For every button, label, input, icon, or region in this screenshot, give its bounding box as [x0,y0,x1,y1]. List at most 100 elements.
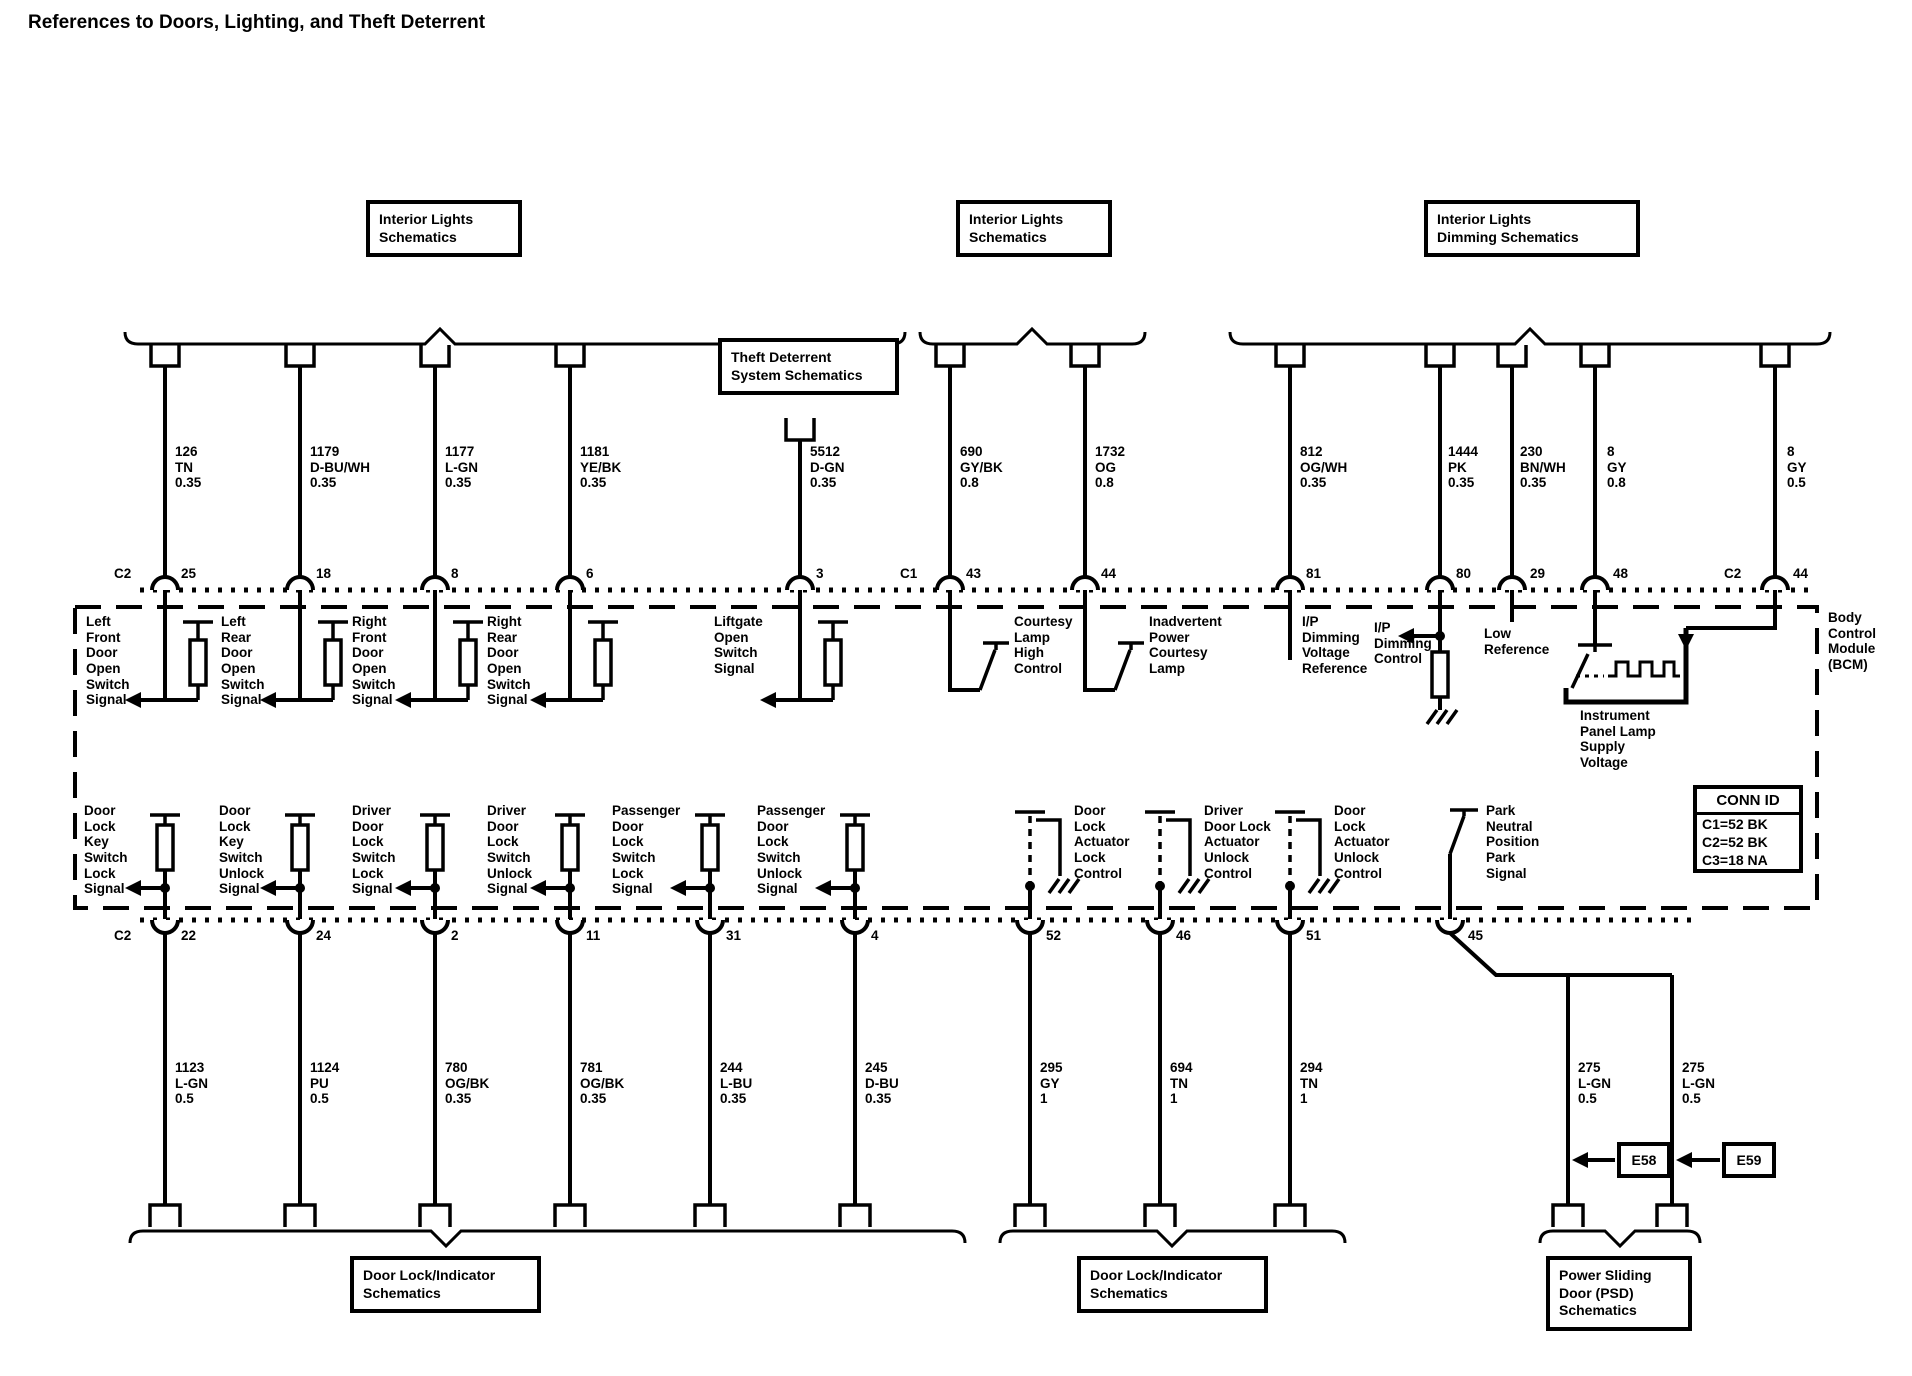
ref-box-interior-lights-dimming: Interior Lights Dimming Schematics [1424,200,1640,257]
pin-number: 2 [451,928,459,943]
ref-box-door-lock-2: Door Lock/Indicator Schematics [1077,1256,1268,1313]
signal-label: Liftgate Open Switch Signal [714,614,763,676]
ground-symbols [1047,708,1459,895]
signal-label: Right Rear Door Open Switch Signal [487,614,531,708]
wire-label: 126 TN 0.35 [175,444,202,491]
wire-label: 781 OG/BK 0.35 [580,1060,625,1107]
ref-box-interior-lights-1: Interior Lights Schematics [366,200,522,257]
bcm-outline [73,605,1819,910]
wire-label: 295 GY 1 [1040,1060,1063,1107]
wire-label: 230 BN/WH 0.35 [1520,444,1566,491]
pin-number: 24 [316,928,332,943]
stubs-and-symbols [148,345,1791,1227]
ref-box-theft-deterrent: Theft Deterrent System Schematics [718,338,899,395]
pin-number: 11 [586,928,601,943]
signal-label: Passenger Door Lock Switch Lock Signal [612,803,681,897]
wire-label: 694 TN 1 [1170,1060,1193,1107]
pin-number: 46 [1176,928,1192,943]
page-title: References to Doors, Lighting, and Theft… [28,12,486,33]
wire-label: 1179 D-BU/WH 0.35 [310,444,370,491]
wire-label: 294 TN 1 [1300,1060,1323,1107]
signal-label: Low Reference [1484,626,1550,657]
signal-label: Left Rear Door Open Switch Signal [221,614,265,708]
pin-number: 44 [1101,566,1117,581]
pin-bumps [150,575,1790,935]
brace-top-1 [123,326,907,346]
wire-label: 1177 L-GN 0.35 [445,444,478,491]
wire-label: 8 GY 0.8 [1607,444,1627,491]
signal-label: Left Front Door Open Switch Signal [86,614,130,708]
pin-number: 4 [871,928,879,943]
wire-label: 275 L-GN 0.5 [1682,1060,1715,1107]
pin-number: 31 [726,928,742,943]
connector-label-c2-bottom: C2 [114,928,132,943]
connector-tag-e58: E58 [1617,1142,1671,1178]
conn-id-row: C3=18 NA [1702,852,1768,868]
signal-label: Instrument Panel Lamp Supply Voltage [1580,708,1656,770]
wire-label: 275 L-GN 0.5 [1578,1060,1611,1107]
bcm-label: Body Control Module (BCM) [1828,610,1876,672]
ref-box-interior-lights-2: Interior Lights Schematics [956,200,1112,257]
pin-number: 25 [181,566,197,581]
junction-dots [160,631,1445,893]
pin-number: 22 [181,928,197,943]
ref-box-door-lock-1: Door Lock/Indicator Schematics [350,1256,541,1313]
pin-number: 43 [966,566,982,581]
wire-label: 812 OG/WH 0.35 [1300,444,1348,491]
pin-number: 81 [1306,566,1322,581]
conn-id-table: CONN ID C1=52 BK C2=52 BK C3=18 NA [1693,785,1803,873]
wire-label: 780 OG/BK 0.35 [445,1060,490,1107]
brace-top-3 [1228,326,1832,346]
pin-number: 6 [586,566,594,581]
signal-label: Passenger Door Lock Switch Unlock Signal [757,803,826,897]
signal-label: Door Lock Actuator Unlock Control [1334,803,1390,881]
signal-label: Park Neutral Position Park Signal [1486,803,1540,881]
connector-tag-e59: E59 [1722,1142,1776,1178]
conn-id-header: CONN ID [1697,789,1799,815]
pin-number: 45 [1468,928,1484,943]
signal-label: I/P Dimming Control [1374,620,1432,667]
resistors [155,638,1450,872]
signal-label: Courtesy Lamp High Control [1014,614,1073,676]
brace-bottom-2 [998,1229,1347,1249]
pin-number: 52 [1046,928,1062,943]
wire-label: 5512 D-GN 0.35 [810,444,845,491]
wire-label: 8 GY 0.5 [1787,444,1807,491]
wire-label: 1123 L-GN 0.5 [175,1060,208,1107]
dimmer-box [1563,628,1689,705]
brace-top-2 [918,326,1147,346]
signal-label: Driver Door Lock Switch Lock Signal [352,803,396,897]
signal-label: Door Lock Key Switch Unlock Signal [219,803,265,897]
dimmer-wave [1608,660,1680,678]
connector-label-c2-top-right: C2 [1724,566,1742,581]
ref-box-psd: Power Sliding Door (PSD) Schematics [1546,1256,1692,1331]
pin-number: 48 [1613,566,1629,581]
signal-label: I/P Dimming Voltage Reference [1302,614,1368,676]
actuator-dashed-lines [1028,816,1292,882]
signal-label: Door Lock Key Switch Lock Signal [84,803,128,897]
pin-number: 8 [451,566,459,581]
pin-number: 44 [1793,566,1809,581]
pin-number: 51 [1306,928,1322,943]
wire-label: 245 D-BU 0.35 [865,1060,899,1107]
wire-label: 1181 YE/BK 0.35 [580,444,622,491]
connector-label-c2-top: C2 [114,566,132,581]
signal-label: Door Lock Actuator Lock Control [1074,803,1130,881]
wire-label: 1124 PU 0.5 [310,1060,340,1107]
pin-number: 80 [1456,566,1472,581]
signal-label: Driver Door Lock Actuator Unlock Control [1204,803,1271,881]
brace-bottom-1 [128,1229,967,1249]
conn-id-row: C2=52 BK [1702,834,1768,850]
pin-number: 18 [316,566,332,581]
wire-label: 1732 OG 0.8 [1095,444,1126,491]
signal-label: Inadvertent Power Courtesy Lamp [1149,614,1222,676]
brace-bottom-3 [1538,1229,1702,1249]
wire-label: 690 GY/BK 0.8 [960,444,1003,491]
pin-number: 29 [1530,566,1546,581]
arrowheads [125,628,1694,1168]
wires [129,366,1777,1205]
connector-label-c1-top: C1 [900,566,918,581]
pin-number: 3 [816,566,824,581]
wire-label: 1444 PK 0.35 [1448,444,1479,491]
